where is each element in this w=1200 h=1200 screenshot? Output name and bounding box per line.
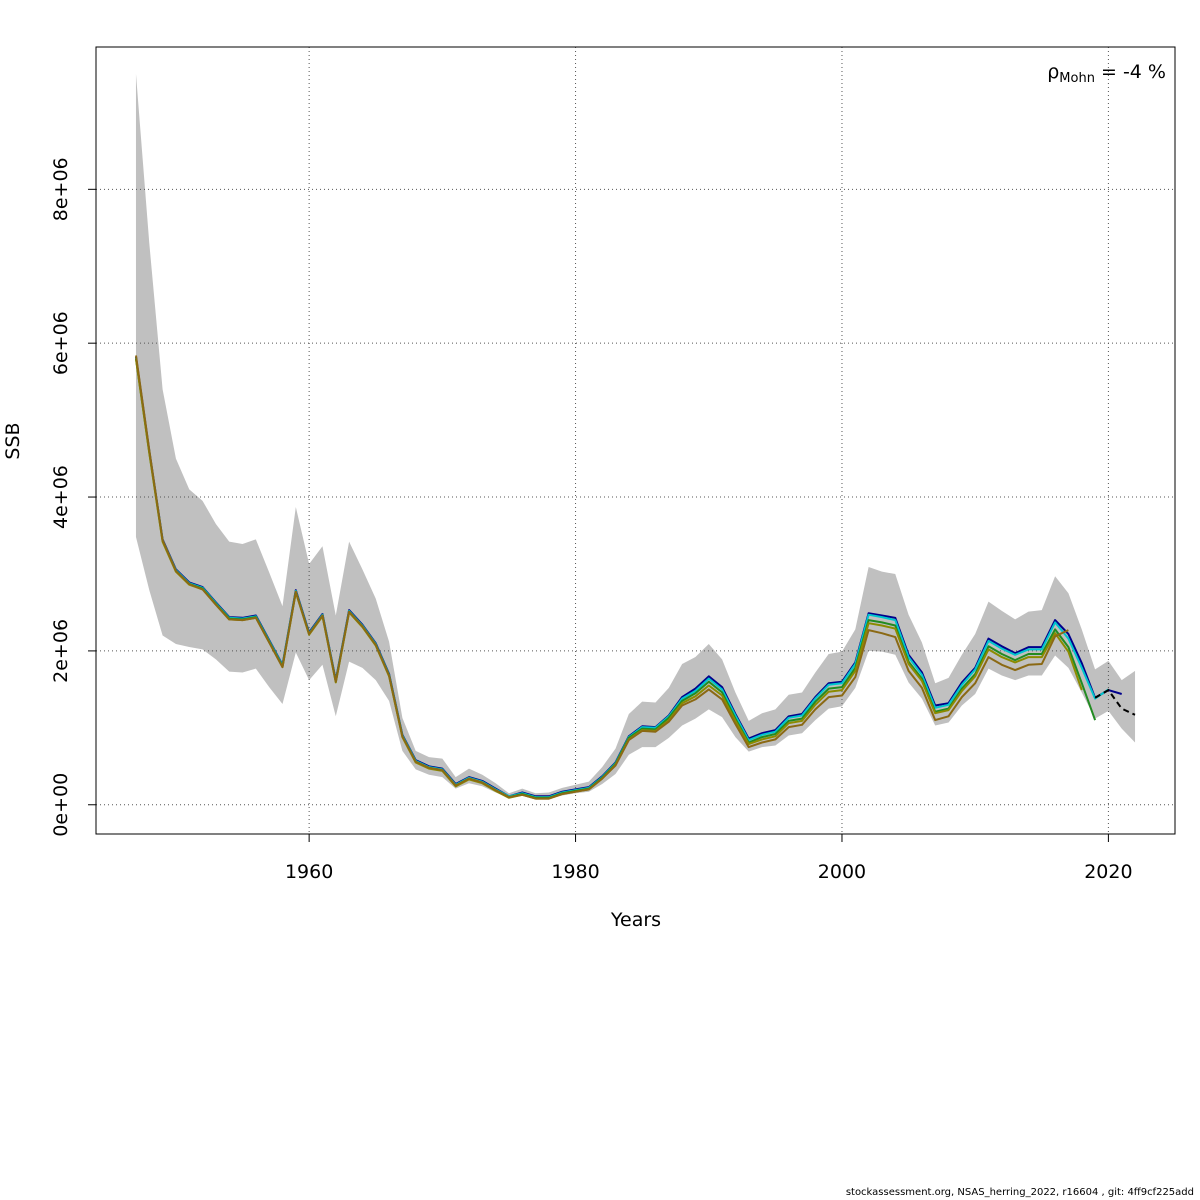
series-line-4 (135, 355, 1069, 800)
y-tick-label: 4e+06 (50, 465, 72, 529)
y-axis-label: SSB (2, 422, 24, 459)
x-tick-label: 2020 (1084, 861, 1132, 883)
plot-frame (95, 46, 1176, 835)
x-tick-label: 2000 (818, 861, 866, 883)
axes: 1960 1980 2000 2020 0e+00 2e+06 4e+06 6e+06 8e+0… (50, 157, 1133, 883)
projection-line (1094, 688, 1136, 716)
x-axis-label: Years (610, 909, 661, 931)
x-tick-label: 1980 (551, 861, 599, 883)
x-tick-label: 1960 (285, 861, 333, 883)
mohn-rho-annotation: ρMohn = -4 % (1047, 61, 1166, 86)
rho-subscript: Mohn (1059, 71, 1095, 86)
y-tick-label: 0e+00 (50, 773, 72, 837)
rho-value: = -4 % (1095, 61, 1166, 83)
footer-credit: stockassessment.org, NSAS_herring_2022, … (845, 1187, 1194, 1198)
rho-symbol: ρ (1047, 61, 1059, 83)
retrospective-series (135, 355, 1136, 800)
y-tick-label: 2e+06 (50, 619, 72, 683)
y-tick-label: 8e+06 (50, 157, 72, 221)
y-tick-label: 6e+06 (50, 311, 72, 375)
